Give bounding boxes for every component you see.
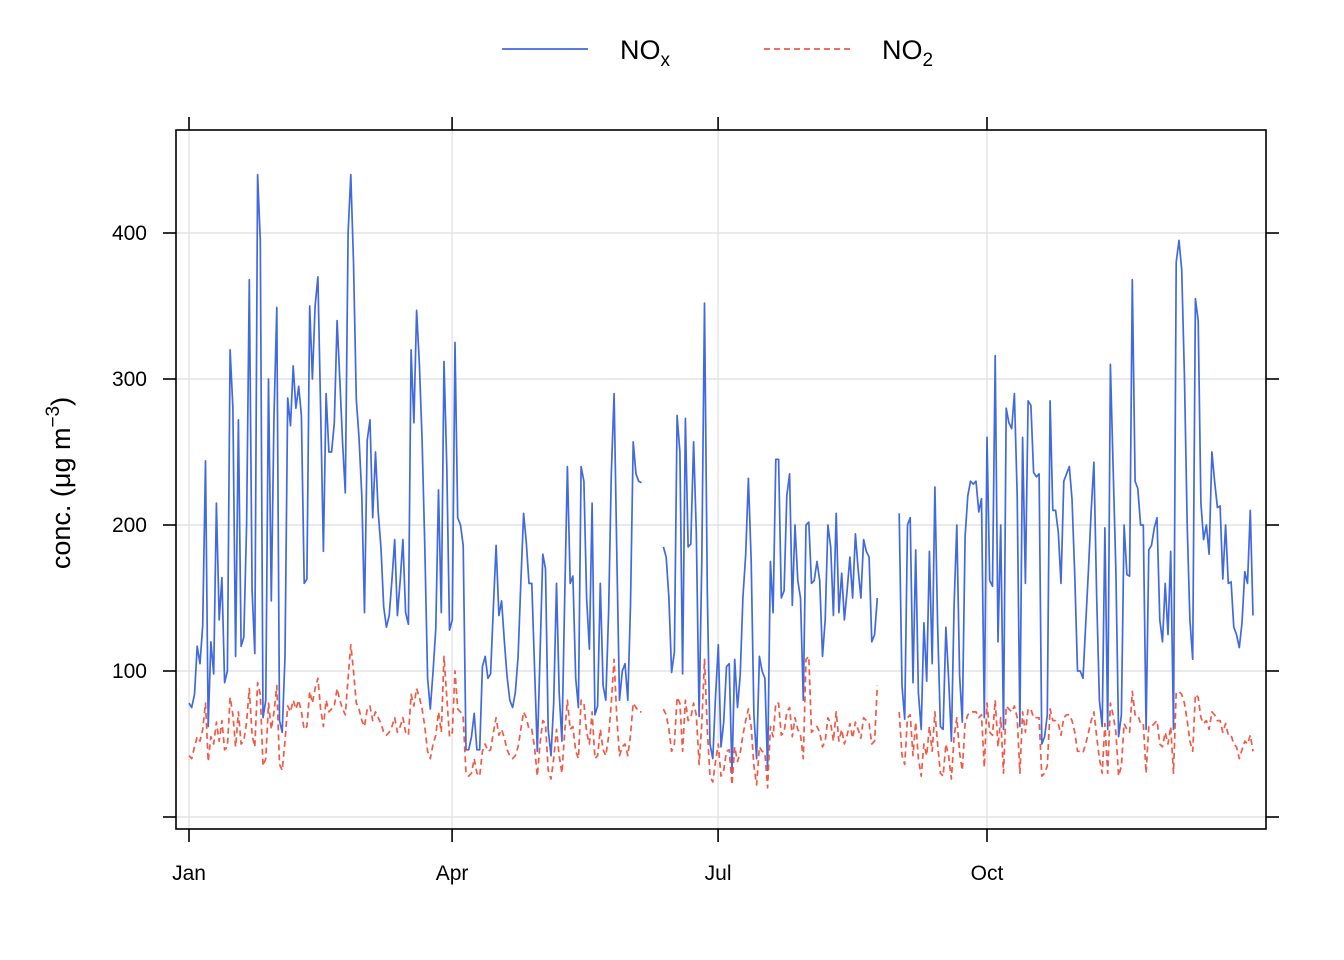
legend: NOx NO2	[502, 35, 933, 71]
y-axis-title-main: conc. (μg m	[46, 428, 76, 570]
x-tick-label: Jan	[172, 862, 206, 885]
legend-label-main: NO	[620, 35, 661, 65]
x-tick-label: Apr	[436, 862, 469, 885]
y-tick-label: 100	[112, 660, 147, 683]
y-axis-title: conc. (μg m−3)	[43, 397, 76, 569]
y-axis-title-suffix: )	[46, 397, 76, 406]
y-axis-title-exponent: −3	[43, 406, 64, 428]
y-tick-label: 300	[112, 368, 147, 391]
legend-label-subscript: 2	[923, 50, 934, 71]
x-tick-label: Jul	[705, 862, 732, 885]
x-tick-label: Oct	[971, 862, 1004, 885]
axes: 100 200 300 400 Jan Apr Jul Oct	[112, 117, 1279, 885]
series-line-no2	[188, 643, 1254, 789]
plot-panel-border	[175, 129, 1267, 830]
y-tick-label: 400	[112, 222, 147, 245]
series-line-nox	[188, 173, 1254, 775]
legend-label-no2: NO2	[882, 35, 933, 71]
legend-label-main: NO	[882, 35, 923, 65]
legend-label-nox: NOx	[620, 35, 671, 71]
legend-label-subscript: x	[661, 50, 671, 71]
series-layer	[188, 173, 1254, 789]
y-tick-label: 200	[112, 514, 147, 537]
